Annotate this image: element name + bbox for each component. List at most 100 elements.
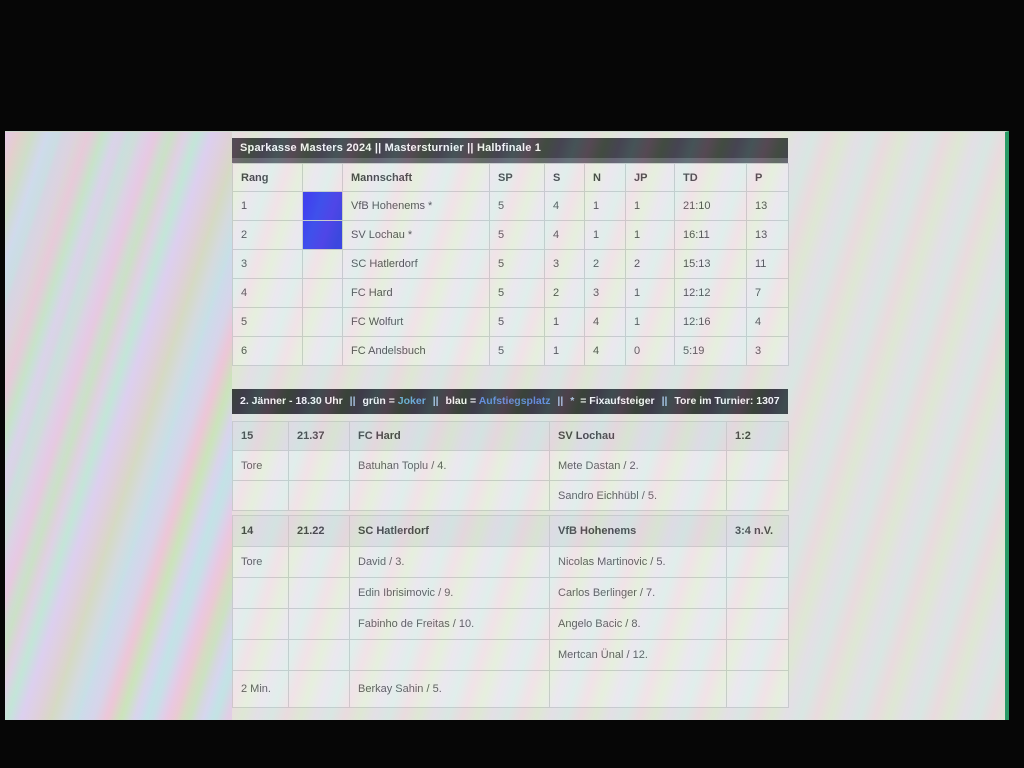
rank-cell: 6 [232, 336, 303, 366]
score-spacer-cell [726, 577, 789, 609]
wins-cell: 1 [544, 336, 585, 366]
home-team-cell: SC Hatlerdorf [349, 515, 550, 547]
wins-cell: 2 [544, 278, 585, 308]
home-scorer-cell: Berkay Sahin / 5. [349, 670, 550, 708]
team-cell: FC Hard [342, 278, 490, 308]
match-number-cell: 14 [232, 515, 289, 547]
played-cell: 5 [489, 249, 545, 279]
goal-diff-cell: 16:11 [674, 220, 747, 250]
legend-separator: || [661, 395, 668, 407]
match-15-body: 15 21.37 FC Hard SV Lochau 1:2 Tore Batuhan To… [232, 421, 789, 511]
joker-points-cell: 0 [625, 336, 675, 366]
home-scorer-cell: David / 3. [349, 546, 550, 578]
scorer-row: Tore Batuhan Toplu / 4. Mete Dastan / 2. [232, 450, 789, 481]
joker-points-cell: 1 [625, 220, 675, 250]
standings-header-cell: S [544, 163, 585, 192]
points-cell: 13 [746, 191, 789, 221]
away-scorer-cell: Carlos Berlinger / 7. [549, 577, 727, 609]
points-cell: 3 [746, 336, 789, 366]
standings-header-cell: Rang [232, 163, 303, 192]
goal-diff-cell: 15:13 [674, 249, 747, 279]
points-cell: 7 [746, 278, 789, 308]
standings-row: 3 SC Hatlerdorf 5 3 2 2 15:13 11 [232, 249, 789, 279]
standings-row: 5 FC Wolfurt 5 1 4 1 12:16 4 [232, 307, 789, 337]
joker-points-cell: 1 [625, 191, 675, 221]
losses-cell: 2 [584, 249, 626, 279]
away-team-cell: VfB Hohenems [549, 515, 727, 547]
scorer-row: Mertcan Ünal / 12. [232, 639, 789, 671]
away-scorer-cell: Mertcan Ünal / 12. [549, 639, 727, 671]
points-cell: 13 [746, 220, 789, 250]
score-spacer-cell [726, 480, 789, 511]
spacer-cell [288, 639, 350, 671]
rank-cell: 3 [232, 249, 303, 279]
standings-header-cell: TD [674, 163, 747, 192]
rank-cell: 4 [232, 278, 303, 308]
promotion-marker-cell [302, 191, 343, 221]
legend-separator: || [557, 395, 564, 407]
rank-cell: 1 [232, 191, 303, 221]
rank-cell: 5 [232, 307, 303, 337]
row-label-cell [232, 639, 289, 671]
match-score-cell: 1:2 [726, 421, 789, 451]
standings-row: 2 SV Lochau * 5 4 1 1 16:11 13 [232, 220, 789, 250]
joker-points-cell: 1 [625, 307, 675, 337]
match-header-row: 14 21.22 SC Hatlerdorf VfB Hohenems 3:4 n.V. [232, 515, 789, 547]
played-cell: 5 [489, 307, 545, 337]
wins-cell: 1 [544, 307, 585, 337]
legend-joker: Joker [397, 395, 426, 407]
home-scorer-cell [349, 480, 550, 511]
losses-cell: 4 [584, 336, 626, 366]
standings-header-row: Rang Mannschaft SP S N JP TD P [232, 163, 789, 192]
promotion-marker-cell [302, 249, 343, 279]
joker-points-cell: 1 [625, 278, 675, 308]
spacer-cell [288, 450, 350, 481]
match-score-cell: 3:4 n.V. [726, 515, 789, 547]
home-scorer-cell: Fabinho de Freitas / 10. [349, 608, 550, 640]
home-scorer-cell: Batuhan Toplu / 4. [349, 450, 550, 481]
match-table-15: 15 21.37 FC Hard SV Lochau 1:2 Tore Batuhan To… [232, 421, 789, 511]
away-scorer-cell: Nicolas Martinovic / 5. [549, 546, 727, 578]
match-14-body: 14 21.22 SC Hatlerdorf VfB Hohenems 3:4 n.V.… [232, 515, 789, 708]
played-cell: 5 [489, 191, 545, 221]
wins-cell: 4 [544, 191, 585, 221]
promotion-marker-cell [302, 278, 343, 308]
moire-pattern [5, 132, 232, 720]
standings-header-cell [302, 163, 343, 192]
row-label-cell [232, 480, 289, 511]
spacer-cell [288, 577, 350, 609]
away-scorer-cell [549, 670, 727, 708]
row-label-cell: Tore [232, 450, 289, 481]
score-spacer-cell [726, 639, 789, 671]
legend-fixaufsteiger: Fixaufsteiger [589, 395, 655, 407]
row-label-cell [232, 577, 289, 609]
losses-cell: 4 [584, 307, 626, 337]
score-spacer-cell [726, 450, 789, 481]
points-cell: 4 [746, 307, 789, 337]
away-scorer-cell: Sandro Eichhübl / 5. [549, 480, 727, 511]
row-label-cell: 2 Min. [232, 670, 289, 708]
standings-header-cell: JP [625, 163, 675, 192]
standings-row: 6 FC Andelsbuch 5 1 4 0 5:19 3 [232, 336, 789, 366]
row-label-cell [232, 608, 289, 640]
played-cell: 5 [489, 278, 545, 308]
spacer-cell [288, 480, 350, 511]
scorer-row: 2 Min. Berkay Sahin / 5. [232, 670, 789, 708]
away-scorer-cell: Angelo Bacic / 8. [549, 608, 727, 640]
team-cell: SV Lochau * [342, 220, 490, 250]
score-spacer-cell [726, 670, 789, 708]
match-time-cell: 21.37 [288, 421, 350, 451]
away-team-cell: SV Lochau [549, 421, 727, 451]
standings-header-cell: P [746, 163, 789, 192]
standings-header: Rang Mannschaft SP S N JP TD P [232, 163, 789, 192]
rank-cell: 2 [232, 220, 303, 250]
team-cell: FC Andelsbuch [342, 336, 490, 366]
monitor-screen: Sparkasse Masters 2024 || Mastersturnier… [5, 131, 1009, 720]
points-cell: 11 [746, 249, 789, 279]
standings-header-cell: Mannschaft [342, 163, 490, 192]
legend-green-label: grün = [362, 395, 395, 407]
legend-star: * [570, 395, 575, 407]
legend-bar: 2. Jänner - 18.30 Uhr || grün = Joker ||… [232, 389, 788, 414]
standings-header-cell: N [584, 163, 626, 192]
home-scorer-cell: Edin Ibrisimovic / 9. [349, 577, 550, 609]
